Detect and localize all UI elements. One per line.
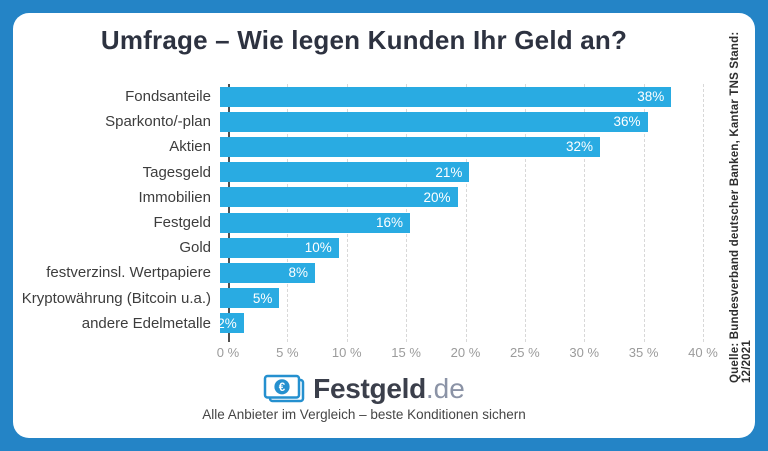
bar-value-label: 21% bbox=[435, 164, 463, 180]
category-label: Fondsanteile bbox=[125, 88, 211, 106]
bar-track: 16% bbox=[220, 210, 695, 235]
category-label: festverzinsl. Wertpapiere bbox=[46, 264, 211, 282]
bar-value-label: 5% bbox=[252, 290, 273, 306]
logo-text: Festgeld bbox=[313, 373, 426, 404]
bar-track: 21% bbox=[220, 160, 695, 185]
bar: 8% bbox=[220, 262, 315, 283]
bar: 32% bbox=[220, 136, 600, 157]
category-label: Festgeld bbox=[153, 214, 211, 232]
bar-value-label: 8% bbox=[288, 265, 308, 281]
chart-row: andere Edelmetalle 2% bbox=[21, 311, 711, 336]
x-tick-label: 35 % bbox=[628, 345, 659, 360]
logo-tagline: Alle Anbieter im Vergleich – beste Kondi… bbox=[202, 407, 526, 422]
category-label: Sparkonto/-plan bbox=[105, 113, 211, 131]
bar: 16% bbox=[220, 212, 410, 233]
bar-track: 2% bbox=[217, 311, 695, 336]
chart-rows: Fondsanteile 38% Sparkonto/-plan 36% Aktien 3… bbox=[21, 84, 711, 336]
bar: 10% bbox=[220, 237, 339, 258]
gridline bbox=[703, 84, 704, 342]
x-tick-label: 40 % bbox=[688, 345, 718, 360]
bar-value-label: 32% bbox=[565, 139, 593, 155]
gridline bbox=[524, 84, 526, 342]
bar: 38% bbox=[220, 86, 672, 107]
gridline bbox=[584, 84, 586, 342]
x-tick-label: 5 % bbox=[276, 345, 299, 360]
chart-row: Aktien 32% bbox=[21, 134, 711, 159]
x-tick-label: 0 % bbox=[216, 345, 240, 360]
bar-track: 20% bbox=[220, 185, 695, 210]
svg-text:€: € bbox=[279, 382, 286, 394]
x-tick-label: 30 % bbox=[569, 345, 600, 360]
bar-value-label: 20% bbox=[423, 189, 451, 205]
chart-row: festverzinsl. Wertpapiere 8% bbox=[21, 260, 711, 285]
category-label: Aktien bbox=[169, 138, 211, 156]
bar-track: 36% bbox=[220, 109, 695, 134]
x-tick-label: 20 % bbox=[450, 345, 481, 360]
bar-value-label: 38% bbox=[637, 89, 665, 105]
bar-track: 8% bbox=[220, 260, 695, 285]
festgeld-logo: € Festgeld.de bbox=[263, 373, 465, 405]
page-title: Umfrage – Wie legen Kunden Ihr Geld an? bbox=[100, 25, 628, 55]
chart-row: Gold 10% bbox=[21, 235, 711, 260]
source-note: Quelle: Bundesverband deutscher Banken, … bbox=[729, 31, 753, 383]
bar: 20% bbox=[220, 187, 458, 208]
bar: 5% bbox=[220, 288, 280, 309]
category-label: Kryptowährung (Bitcoin u.a.) bbox=[21, 289, 211, 307]
bar-value-label: 10% bbox=[304, 240, 332, 256]
bar-track: 32% bbox=[220, 134, 695, 159]
bar: 2% bbox=[217, 313, 244, 334]
x-axis-tick-labels: 0 % 5 % 10 % 15 % 20 % 25 % 30 % 35 % 40 % bbox=[217, 345, 718, 361]
bar-value-label: 36% bbox=[613, 114, 641, 130]
category-label: andere Edelmetalle bbox=[81, 314, 211, 332]
chart-row: Fondsanteile 38% bbox=[21, 84, 711, 109]
gridline bbox=[465, 84, 467, 342]
chart-row: Immobilien 20% bbox=[21, 185, 711, 210]
infographic-card: Umfrage – Wie legen Kunden Ihr Geld an? … bbox=[13, 13, 755, 438]
category-label: Tagesgeld bbox=[142, 163, 211, 181]
bar-track: 5% bbox=[220, 286, 695, 311]
logo-suffix: .de bbox=[425, 373, 465, 404]
chart-row: Festgeld 16% bbox=[21, 210, 711, 235]
x-tick-label: 10 % bbox=[331, 345, 362, 360]
category-label: Immobilien bbox=[138, 188, 211, 206]
bar: 21% bbox=[220, 162, 470, 183]
x-tick-label: 25 % bbox=[510, 345, 540, 360]
bar-value-label: 16% bbox=[375, 215, 403, 231]
gridline bbox=[643, 84, 645, 342]
chart-row: Tagesgeld 21% bbox=[21, 160, 711, 185]
bar-track: 10% bbox=[220, 235, 695, 260]
footer: € Festgeld.de Alle Anbieter im Vergleich… bbox=[13, 373, 715, 422]
bar-chart: Fondsanteile 38% Sparkonto/-plan 36% Aktien 3… bbox=[21, 84, 718, 361]
chart-row: Kryptowährung (Bitcoin u.a.) 5% bbox=[21, 286, 711, 311]
x-tick-label: 15 % bbox=[391, 345, 421, 360]
euro-banknote-icon: € bbox=[263, 374, 305, 403]
bar-track: 38% bbox=[220, 84, 695, 109]
chart-row: Sparkonto/-plan 36% bbox=[21, 109, 711, 134]
bar-value-label: 2% bbox=[217, 315, 237, 331]
category-label: Gold bbox=[179, 239, 211, 257]
bar: 36% bbox=[220, 111, 648, 132]
